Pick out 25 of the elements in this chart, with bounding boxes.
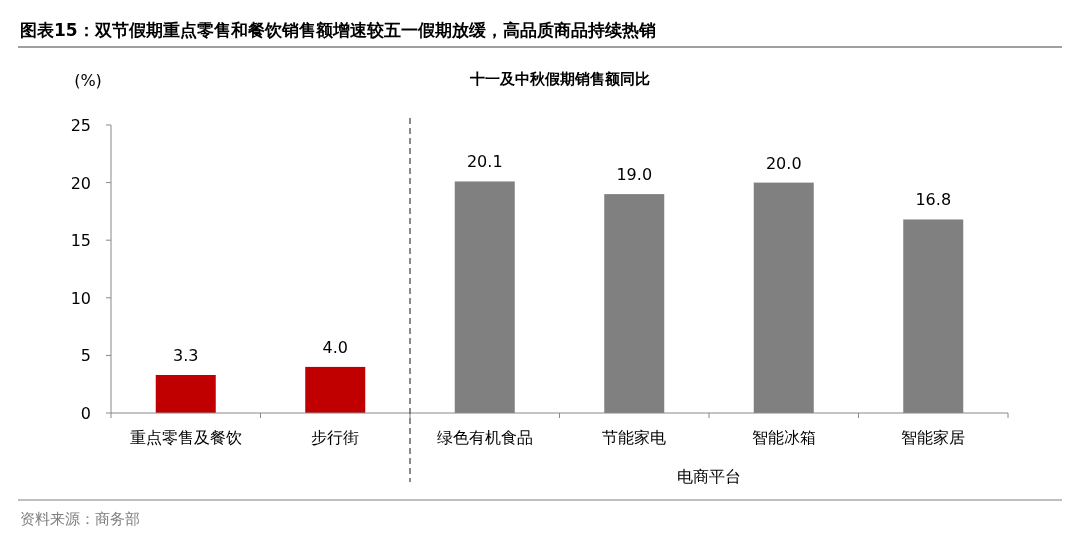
text: 资料来源：商务部 bbox=[20, 510, 140, 528]
data-label: 19.0 bbox=[616, 165, 653, 185]
bar bbox=[155, 374, 216, 413]
y-axis-title: (%) bbox=[74, 71, 102, 90]
chart-title: 图表15：双节假期重点零售和餐饮销售额增速较五一假期放缓，高品质商品持续热销 bbox=[20, 20, 656, 40]
y-tick-label: 15 bbox=[70, 231, 91, 251]
data-label: 20.0 bbox=[765, 153, 802, 173]
data-label: 20.1 bbox=[466, 152, 503, 172]
x-tick-label: 智能冰箱 bbox=[751, 428, 816, 447]
y-tick-label: 10 bbox=[70, 288, 91, 308]
x-tick-label: 绿色有机食品 bbox=[436, 428, 533, 447]
bar bbox=[305, 366, 366, 413]
x-tick-label: 智能家居 bbox=[901, 428, 966, 447]
x-tick-label: 重点零售及餐饮 bbox=[129, 428, 242, 447]
chart-subtitle: 十一及中秋假期销售额同比 bbox=[469, 70, 650, 88]
x-tick-label: 步行街 bbox=[311, 428, 360, 447]
y-tick-label: 0 bbox=[80, 404, 91, 423]
data-label: 4.0 bbox=[322, 337, 348, 357]
y-tick-label: 20 bbox=[70, 173, 91, 193]
y-tick-label: 5 bbox=[80, 346, 91, 366]
text: 电商平台 bbox=[677, 467, 741, 486]
data-label: 16.8 bbox=[915, 190, 952, 210]
data-label: 3.3 bbox=[173, 345, 199, 365]
y-tick-label: 25 bbox=[70, 116, 91, 135]
x-tick-label: 节能家电 bbox=[602, 428, 667, 447]
